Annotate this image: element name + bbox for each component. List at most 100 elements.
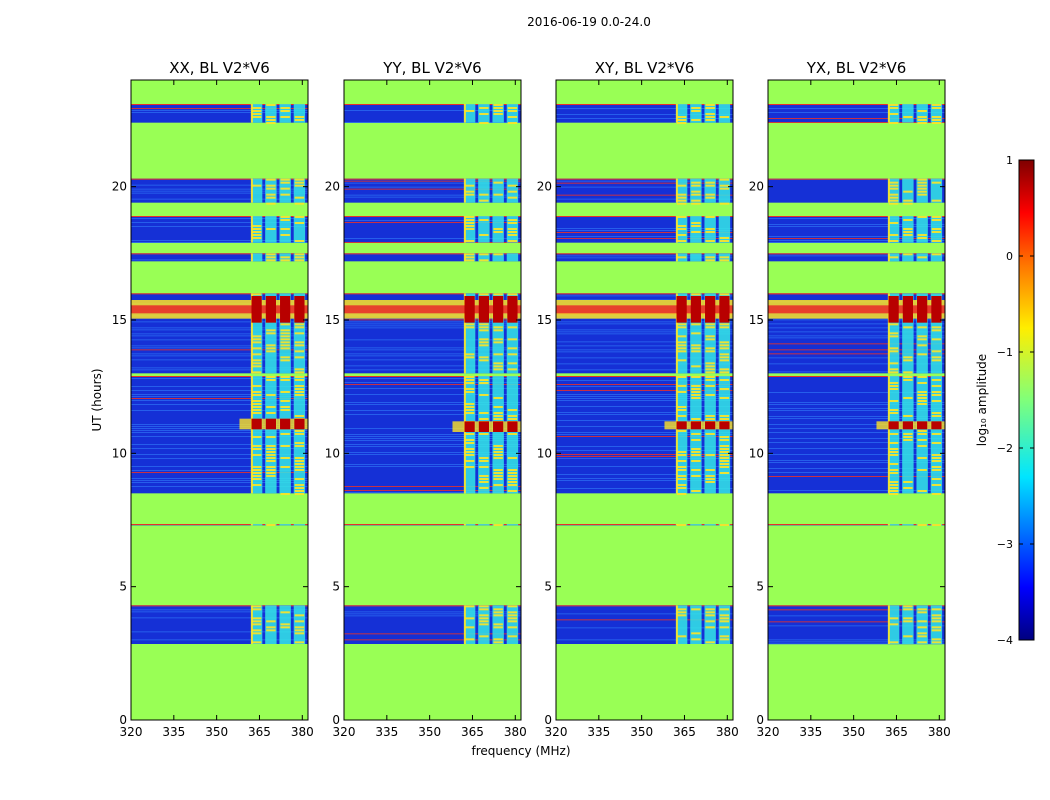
noise-stripe	[556, 230, 733, 231]
rfi-channel	[902, 104, 914, 123]
y-tick-label: 20	[749, 180, 764, 194]
rfi-channel	[463, 605, 476, 644]
rfi-speckle	[493, 457, 503, 459]
rfi-speckle	[280, 228, 290, 230]
band-edge-line	[556, 524, 733, 525]
y-tick-label: 5	[756, 580, 764, 594]
rfi-speckle	[903, 605, 913, 608]
rfi-speckle	[479, 219, 489, 221]
rfi-speckle	[691, 202, 701, 205]
rfi-channel	[718, 605, 731, 644]
rfi-speckle	[507, 196, 518, 199]
rfi-speckle	[507, 368, 518, 371]
rfi-speckle	[294, 641, 305, 644]
rfi-speckle	[464, 219, 475, 221]
rfi-speckle	[464, 638, 475, 641]
x-tick-label: 365	[885, 725, 908, 739]
rfi-region-edge	[250, 178, 253, 203]
noise-stripe	[344, 369, 521, 371]
noise-stripe	[131, 259, 308, 261]
strong-rfi-block	[902, 296, 914, 323]
rfi-speckle	[507, 478, 518, 480]
rfi-speckle	[280, 611, 290, 614]
rfi-speckle	[676, 430, 687, 432]
rfi-speckle	[917, 608, 927, 611]
rfi-speckle	[917, 344, 927, 347]
noise-stripe	[768, 418, 945, 419]
rfi-channel	[478, 524, 490, 526]
rfi-speckle	[691, 388, 701, 390]
rfi-speckle	[251, 403, 262, 405]
rfi-speckle	[676, 119, 687, 121]
band-edge-line	[768, 293, 945, 295]
rfi-speckle	[280, 116, 290, 118]
noise-stripe	[344, 464, 521, 465]
rfi-speckle	[280, 341, 290, 344]
rfi-speckle	[493, 110, 503, 112]
rfi-speckle	[507, 234, 518, 236]
panel-title: YY, BL V2*V6	[382, 59, 481, 77]
rfi-speckle	[705, 368, 715, 371]
rfi-speckle	[464, 240, 475, 242]
rfi-speckle	[719, 379, 730, 381]
strong-rfi-block	[265, 418, 277, 430]
noise-stripe	[344, 122, 521, 123]
y-tick-label: 0	[119, 713, 127, 727]
x-tick-label: 320	[333, 725, 356, 739]
rfi-speckle	[266, 344, 276, 347]
rfi-speckle	[903, 356, 913, 359]
rfi-speckle	[280, 391, 290, 393]
rfi-speckle	[266, 119, 276, 121]
rfi-speckle	[294, 463, 305, 465]
rfi-speckle	[691, 181, 701, 184]
rfi-speckle	[507, 219, 518, 221]
rfi-speckle	[888, 412, 899, 414]
rfi-speckle	[464, 259, 475, 262]
band-edge-line	[131, 293, 308, 295]
rfi-speckle	[464, 379, 475, 381]
rfi-speckle	[719, 344, 730, 347]
band-edge-line	[344, 253, 521, 255]
rfi-speckle	[888, 493, 899, 495]
rfi-speckle	[479, 475, 489, 477]
strong-rfi-block	[265, 296, 277, 323]
rfi-time-line	[344, 222, 521, 223]
colorbar-tick-label: 1	[1006, 154, 1013, 167]
rfi-speckle	[931, 329, 942, 332]
rfi-speckle	[888, 487, 899, 489]
strong-rfi-block	[902, 421, 914, 430]
noise-stripe	[556, 426, 733, 427]
rfi-speckle	[266, 187, 276, 190]
rfi-channel	[506, 605, 519, 644]
rfi-speckle	[691, 225, 701, 227]
noise-stripe	[344, 611, 521, 613]
rfi-speckle	[479, 344, 489, 347]
rfi-speckle	[493, 448, 503, 450]
rfi-speckle	[479, 614, 489, 617]
rfi-speckle	[719, 371, 730, 374]
noise-stripe	[131, 386, 308, 387]
rfi-channel	[675, 293, 688, 374]
rfi-speckle	[719, 451, 730, 453]
rfi-speckle	[719, 184, 730, 187]
rfi-speckle	[705, 469, 715, 471]
rfi-speckle	[251, 448, 262, 450]
rfi-channel	[250, 293, 263, 374]
rfi-speckle	[464, 391, 475, 393]
noise-stripe	[768, 472, 945, 473]
rfi-speckle	[280, 323, 290, 326]
x-tick-label: 365	[461, 725, 484, 739]
band-edge-line	[556, 104, 733, 105]
rfi-speckle	[479, 356, 489, 359]
rfi-speckle	[691, 397, 701, 399]
rfi-speckle	[719, 240, 730, 242]
rfi-speckle	[479, 466, 489, 468]
noise-stripe	[556, 295, 733, 297]
rfi-speckle	[464, 356, 475, 359]
rfi-speckle	[888, 433, 899, 435]
rfi-speckle	[903, 439, 913, 441]
rfi-speckle	[719, 323, 730, 326]
rfi-speckle	[294, 259, 305, 262]
band-edge-line	[131, 605, 308, 607]
rfi-channel	[887, 524, 900, 526]
